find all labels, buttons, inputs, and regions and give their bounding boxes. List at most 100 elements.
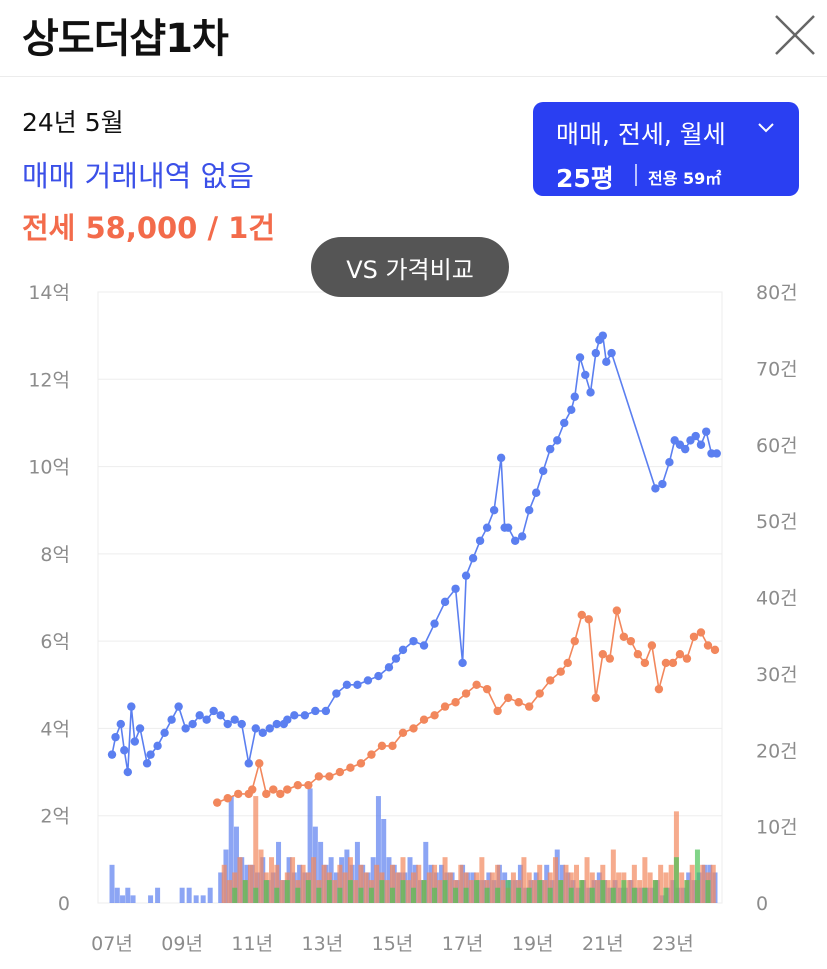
- deal-type-size-selector[interactable]: 매매, 전세, 월세 25평 전용 59㎡: [533, 102, 799, 196]
- data-point: [314, 772, 324, 781]
- volume-bar: [384, 880, 390, 903]
- deal-type-label: 매매, 전세, 월세: [556, 120, 726, 149]
- volume-bar: [226, 880, 232, 903]
- volume-bar: [642, 857, 648, 903]
- volume-bar: [284, 880, 290, 903]
- y-right-tick-label: 20건: [756, 740, 798, 762]
- volume-bar: [558, 880, 564, 903]
- data-point: [489, 506, 499, 515]
- data-point: [160, 728, 169, 737]
- volume-bar: [218, 872, 224, 903]
- data-point: [612, 606, 622, 615]
- data-point: [374, 671, 383, 681]
- volume-bar: [274, 887, 280, 903]
- data-point: [384, 663, 394, 672]
- data-point: [654, 684, 664, 694]
- data-point: [293, 780, 303, 790]
- volume-bar: [379, 880, 385, 903]
- y-right-tick-label: 70건: [756, 358, 798, 380]
- volume-bar: [253, 887, 259, 903]
- data-point: [451, 584, 460, 593]
- data-point: [553, 436, 562, 445]
- data-point: [304, 780, 313, 790]
- data-point: [167, 715, 176, 724]
- volume-bar: [290, 857, 296, 903]
- volume-bar: [221, 864, 227, 903]
- data-point: [195, 711, 204, 720]
- data-point: [570, 636, 579, 646]
- data-point: [584, 615, 593, 624]
- data-point: [570, 392, 579, 401]
- data-point: [272, 719, 281, 729]
- y-left-tick-label: 14억: [28, 282, 70, 304]
- data-point: [255, 759, 264, 768]
- volume-bar: [381, 818, 387, 903]
- data-point: [581, 370, 590, 380]
- compare-button[interactable]: VS 가격비교: [311, 237, 509, 297]
- data-point: [510, 536, 520, 545]
- volume-bar: [300, 864, 306, 903]
- close-icon[interactable]: [768, 8, 822, 62]
- volume-bar: [269, 857, 275, 903]
- y-right-tick-label: 60건: [756, 435, 798, 457]
- volume-bar: [447, 872, 453, 903]
- volume-bar: [458, 864, 464, 903]
- volume-bar: [405, 880, 411, 903]
- data-point: [468, 554, 478, 563]
- volume-bar: [253, 796, 259, 903]
- volume-bar: [442, 880, 448, 903]
- volume-bar: [233, 826, 239, 903]
- data-point: [703, 641, 713, 650]
- data-point: [346, 763, 355, 772]
- volume-bar: [479, 857, 485, 903]
- data-point: [262, 789, 271, 799]
- volume-bar: [416, 864, 422, 903]
- volume-bar: [710, 864, 716, 903]
- data-point: [398, 645, 408, 655]
- data-point: [658, 479, 667, 489]
- volume-bar: [637, 880, 643, 903]
- volume-bar: [631, 887, 637, 903]
- volume-bar: [600, 880, 606, 903]
- data-point: [283, 715, 292, 724]
- data-point: [321, 706, 331, 716]
- volume-bar: [700, 864, 706, 903]
- data-point: [391, 654, 401, 663]
- data-point: [258, 728, 267, 737]
- data-point: [626, 636, 636, 646]
- volume-bar: [705, 880, 711, 903]
- data-point: [116, 719, 125, 729]
- data-point: [325, 772, 334, 781]
- volume-bar: [510, 872, 516, 903]
- data-point: [665, 458, 674, 467]
- volume-bar: [605, 880, 611, 903]
- data-point: [661, 658, 671, 668]
- data-point: [223, 719, 232, 729]
- data-point: [619, 632, 629, 641]
- x-tick-label: 17년: [442, 933, 484, 955]
- volume-bar: [505, 880, 511, 903]
- data-point: [605, 654, 615, 663]
- data-point: [276, 789, 285, 799]
- data-point: [248, 785, 257, 794]
- data-point: [135, 724, 145, 733]
- x-tick-label: 07년: [91, 933, 133, 955]
- data-point: [461, 689, 471, 698]
- data-point: [130, 737, 140, 746]
- volume-bar: [395, 872, 401, 903]
- data-point: [517, 532, 527, 541]
- data-point: [419, 641, 429, 650]
- volume-bar: [584, 857, 590, 903]
- data-point: [482, 684, 492, 694]
- data-point: [209, 706, 218, 716]
- y-right-tick-label: 10건: [756, 817, 798, 839]
- data-point: [493, 706, 502, 716]
- data-point: [532, 488, 541, 497]
- volume-bar: [109, 864, 115, 903]
- data-point: [458, 658, 467, 668]
- volume-bar: [658, 864, 664, 903]
- volume-bar: [531, 880, 537, 903]
- volume-bar: [468, 880, 474, 903]
- data-point: [356, 759, 366, 768]
- volume-bar: [631, 864, 637, 903]
